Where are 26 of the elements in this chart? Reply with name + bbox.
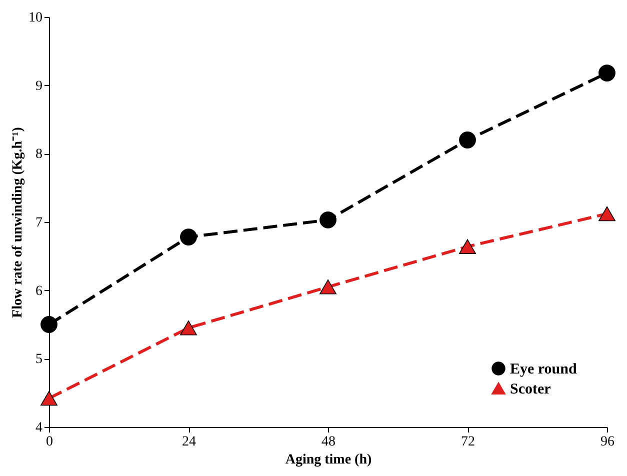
legend-label: Eye round: [510, 362, 578, 378]
y-tick-label: 7: [36, 216, 42, 230]
x-tick-label: 48: [322, 434, 336, 450]
point: [598, 64, 616, 82]
y-tick-label: 10: [28, 10, 42, 26]
y-tick-label: 6: [36, 284, 42, 299]
point: [320, 280, 336, 294]
x-tick-label: 96: [600, 434, 614, 450]
point: [459, 239, 476, 254]
x-tick-label: 0: [46, 434, 53, 450]
point: [180, 320, 197, 336]
legend-label: Scoter: [510, 382, 552, 398]
y-tick-label: 8: [36, 147, 42, 162]
y-tick-label: 9: [36, 78, 42, 94]
y-tick-label: 4: [36, 420, 42, 436]
point: [40, 390, 58, 406]
y-tick-label: 5: [36, 352, 42, 368]
point: [459, 132, 476, 148]
point: [180, 228, 197, 246]
x-tick-label: 24: [182, 434, 196, 450]
x-axis-title: Aging time (h): [285, 452, 372, 468]
point: [40, 316, 58, 333]
point: [320, 212, 336, 228]
x-tick-label: 72: [461, 434, 475, 450]
y-axis-title: Flow rate of unwinding (Kg.h⁻¹): [10, 126, 26, 318]
point: [598, 206, 616, 222]
